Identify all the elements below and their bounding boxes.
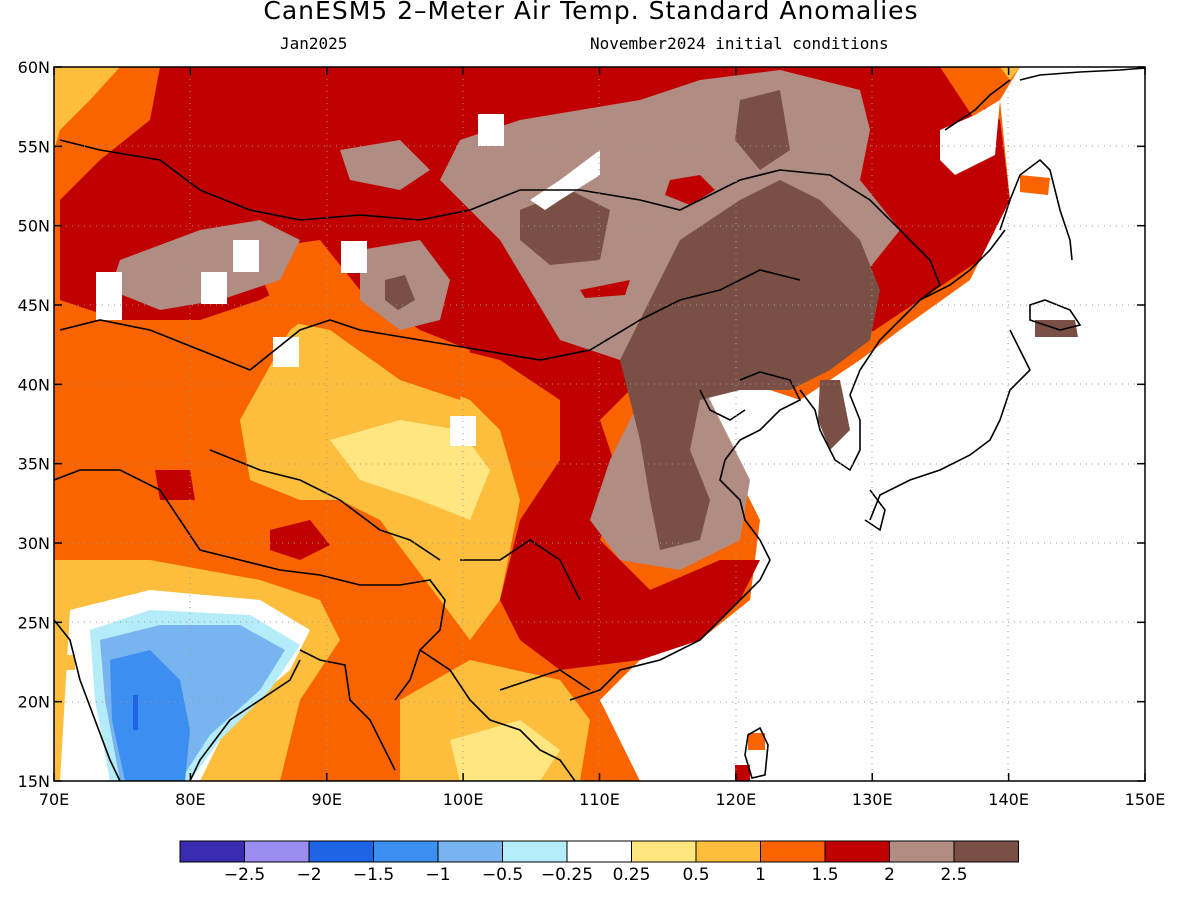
lat-label: 40N <box>18 375 50 394</box>
longitude-axis: 70E 80E 90E 100E 110E 120E 130E 140E 150E <box>39 67 1166 809</box>
lon-label: 100E <box>443 790 484 809</box>
coastlines-borders <box>54 67 1145 781</box>
lon-label: 150E <box>1125 790 1166 809</box>
valid-month: Jan2025 <box>280 34 348 53</box>
colorbar-label: −2 <box>296 865 321 885</box>
lat-label: 55N <box>18 137 50 156</box>
lat-label: 15N <box>18 772 50 791</box>
colorbar-swatch <box>179 840 245 863</box>
colorbar-label: −0.25 <box>541 865 593 885</box>
colorbar-swatch <box>631 840 697 863</box>
colorbar-label: −2.5 <box>224 865 265 885</box>
colorbar-label: −1.5 <box>353 865 394 885</box>
colorbar-label: −1 <box>425 865 450 885</box>
lat-label: 20N <box>18 693 50 712</box>
lat-label: 30N <box>18 534 50 553</box>
initial-conditions: November2024 initial conditions <box>590 34 889 53</box>
lat-label: 25N <box>18 613 50 632</box>
colorbar-swatch <box>760 840 826 863</box>
colorbar-swatch <box>502 840 568 863</box>
colorbar-swatch <box>437 840 503 863</box>
graticule <box>54 67 1145 781</box>
colorbar-swatch <box>695 840 761 863</box>
colorbar-label: 1 <box>755 865 766 885</box>
latitude-axis: 15N 20N 25N 30N 35N 40N 45N 50N 55N 60N <box>18 58 1145 791</box>
colorbar-swatch <box>824 840 890 863</box>
colorbar-swatch <box>889 840 955 863</box>
lon-label: 120E <box>716 790 757 809</box>
shaded-anomaly-field <box>54 67 1145 781</box>
colorbar-label: 1.5 <box>811 865 838 885</box>
lon-label: 90E <box>312 790 342 809</box>
lat-label: 60N <box>18 58 50 77</box>
colorbar-label: −0.5 <box>482 865 523 885</box>
colorbar-swatch <box>373 840 439 863</box>
lon-label: 80E <box>175 790 205 809</box>
colorbar: −2.5 −2 −1.5 −1 −0.5 −0.25 0.25 0.5 1 1.5 2 2.5 <box>179 840 1019 885</box>
lon-label: 140E <box>988 790 1029 809</box>
lon-label: 70E <box>39 790 69 809</box>
colorbar-label: 2.5 <box>940 865 967 885</box>
lat-label: 35N <box>18 455 50 474</box>
colorbar-swatch <box>308 840 374 863</box>
colorbar-label: 2 <box>884 865 895 885</box>
colorbar-swatch <box>953 840 1019 863</box>
lon-label: 110E <box>579 790 620 809</box>
lat-label: 45N <box>18 296 50 315</box>
lon-label: 130E <box>852 790 893 809</box>
colorbar-label: 0.5 <box>682 865 709 885</box>
colorbar-label: 0.25 <box>613 865 651 885</box>
colorbar-swatch <box>566 840 632 863</box>
lat-label: 50N <box>18 217 50 236</box>
map-title: CanESM5 2–Meter Air Temp. Standard Anoma… <box>263 0 919 25</box>
colorbar-swatch <box>244 840 310 863</box>
